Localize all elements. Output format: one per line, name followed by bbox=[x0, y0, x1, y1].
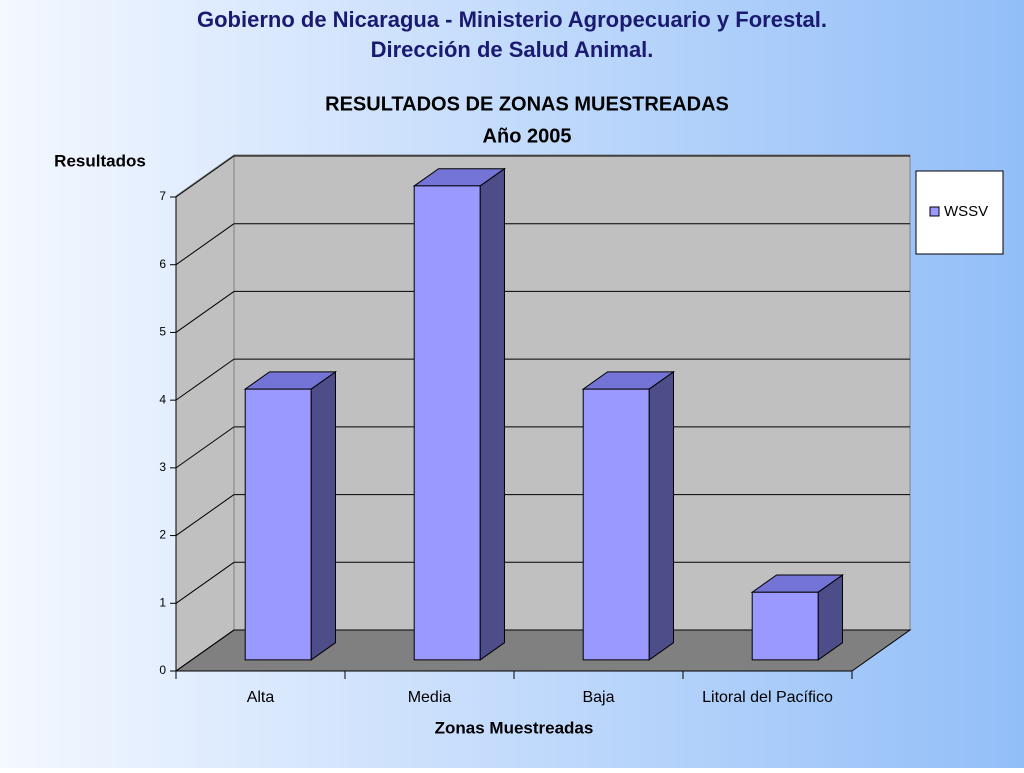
grid-line bbox=[175, 494, 235, 536]
side-wall bbox=[175, 154, 235, 672]
y-axis-label: Resultados bbox=[54, 151, 146, 170]
y-tick-label: 3 bbox=[159, 460, 166, 474]
bar-side bbox=[310, 370, 336, 661]
chart-title: RESULTADOS DE ZONAS MUESTREADAS bbox=[325, 93, 729, 115]
y-tick-label: 1 bbox=[159, 595, 166, 609]
header-line: Dirección de Salud Animal. bbox=[371, 37, 654, 62]
grid-line bbox=[175, 358, 235, 401]
bar-side bbox=[479, 167, 505, 661]
y-tick-label: 6 bbox=[159, 257, 166, 271]
grid-line bbox=[175, 155, 235, 198]
x-axis-label: Zonas Muestreadas bbox=[435, 718, 594, 737]
x-tick-label: Media bbox=[408, 689, 452, 706]
header-line: Gobierno de Nicaragua - Ministerio Agrop… bbox=[197, 7, 827, 32]
bar-side bbox=[648, 370, 674, 661]
legend-label: WSSV bbox=[944, 203, 988, 220]
bar bbox=[244, 388, 312, 661]
y-tick-label: 4 bbox=[159, 392, 166, 406]
grid-line bbox=[175, 291, 235, 333]
grid-line bbox=[175, 223, 235, 266]
bar bbox=[582, 388, 650, 661]
grid-line bbox=[175, 561, 235, 604]
y-tick-label: 2 bbox=[159, 528, 166, 542]
grid-line bbox=[175, 426, 235, 469]
y-tick-label: 7 bbox=[159, 189, 166, 203]
x-tick-label: Litoral del Pacífico bbox=[702, 689, 833, 706]
bar bbox=[751, 591, 819, 661]
x-tick-label: Alta bbox=[247, 689, 275, 706]
y-tick-label: 5 bbox=[159, 325, 166, 339]
y-tick-label: 0 bbox=[159, 663, 166, 677]
bar bbox=[413, 185, 481, 661]
grid-line bbox=[175, 629, 235, 672]
legend-swatch bbox=[929, 206, 940, 217]
chart-subtitle: Año 2005 bbox=[483, 125, 572, 147]
x-tick-label: Baja bbox=[582, 689, 614, 706]
